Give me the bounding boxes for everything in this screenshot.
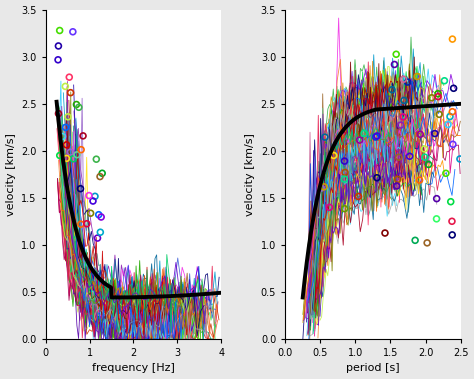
Point — [413, 74, 421, 80]
Point — [400, 114, 407, 120]
Point — [431, 130, 438, 136]
Point — [448, 218, 456, 224]
Point — [406, 153, 413, 159]
Point — [372, 134, 379, 140]
Y-axis label: velocity [km/s]: velocity [km/s] — [245, 133, 255, 216]
Point — [94, 235, 101, 241]
Point — [65, 74, 73, 80]
Point — [388, 87, 396, 93]
Point — [330, 152, 337, 158]
Point — [317, 185, 325, 191]
Point — [436, 111, 443, 117]
Point — [79, 133, 87, 139]
Point — [400, 97, 408, 103]
Point — [411, 237, 419, 243]
Point — [373, 133, 381, 139]
Point — [381, 230, 389, 236]
Point — [91, 193, 99, 199]
Point — [448, 109, 456, 115]
Point — [62, 124, 69, 130]
Point — [400, 76, 407, 82]
Point — [448, 232, 456, 238]
Point — [434, 91, 442, 97]
Point — [73, 152, 81, 158]
Point — [59, 133, 66, 139]
Point — [77, 186, 84, 192]
Point — [77, 221, 85, 227]
Point — [425, 161, 432, 168]
Point — [321, 134, 328, 140]
Point — [77, 147, 85, 153]
Point — [341, 158, 348, 164]
Point — [75, 104, 82, 110]
Point — [63, 142, 70, 148]
Point — [320, 184, 328, 190]
Point — [397, 122, 404, 128]
Point — [341, 206, 348, 212]
Point — [421, 146, 428, 152]
Point — [423, 240, 431, 246]
Point — [89, 198, 97, 204]
Point — [404, 79, 411, 85]
Point — [326, 204, 333, 210]
Point — [355, 193, 362, 199]
Point — [66, 149, 74, 155]
Point — [54, 57, 62, 63]
Point — [83, 221, 91, 227]
Point — [55, 111, 62, 117]
Point — [95, 211, 102, 218]
Point — [395, 154, 402, 160]
X-axis label: frequency [Hz]: frequency [Hz] — [92, 363, 175, 373]
Point — [428, 95, 436, 101]
Point — [421, 154, 428, 160]
Point — [444, 122, 452, 128]
Point — [392, 51, 400, 57]
Point — [393, 183, 401, 189]
Point — [56, 152, 64, 158]
Point — [341, 176, 348, 182]
Point — [441, 78, 448, 84]
Point — [391, 61, 398, 67]
Point — [448, 36, 456, 42]
Point — [356, 137, 364, 143]
Point — [341, 169, 349, 175]
Point — [450, 85, 457, 91]
Point — [64, 114, 72, 120]
Point — [433, 216, 440, 222]
Point — [92, 156, 100, 162]
Point — [97, 229, 104, 235]
Point — [360, 130, 368, 136]
Point — [456, 156, 464, 162]
Point — [55, 43, 62, 49]
Point — [394, 176, 401, 182]
X-axis label: period [s]: period [s] — [346, 363, 400, 373]
Point — [97, 214, 105, 220]
Point — [96, 174, 104, 180]
Point — [67, 89, 74, 96]
Point — [70, 156, 77, 162]
Point — [69, 29, 77, 35]
Y-axis label: velocity [km/s]: velocity [km/s] — [6, 133, 16, 216]
Point — [416, 177, 423, 183]
Point — [447, 199, 455, 205]
Point — [433, 196, 440, 202]
Point — [417, 131, 424, 137]
Point — [73, 102, 80, 108]
Point — [62, 83, 69, 89]
Point — [56, 27, 64, 33]
Point — [434, 94, 442, 100]
Point — [373, 175, 381, 181]
Point — [449, 141, 456, 147]
Point — [99, 170, 106, 176]
Point — [63, 155, 70, 161]
Point — [442, 170, 450, 176]
Point — [446, 113, 454, 119]
Point — [87, 210, 94, 216]
Point — [85, 193, 93, 199]
